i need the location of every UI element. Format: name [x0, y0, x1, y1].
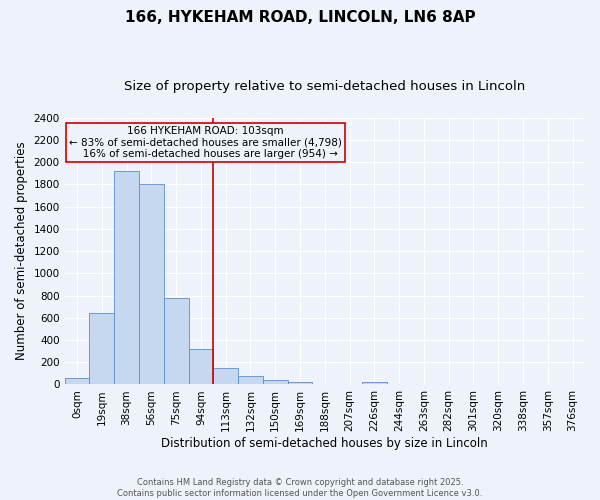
- Bar: [214, 368, 238, 384]
- Text: 166 HYKEHAM ROAD: 103sqm
← 83% of semi-detached houses are smaller (4,798)
   16: 166 HYKEHAM ROAD: 103sqm ← 83% of semi-d…: [69, 126, 341, 159]
- Bar: [238, 376, 263, 384]
- Bar: [362, 382, 387, 384]
- Text: Contains HM Land Registry data © Crown copyright and database right 2025.
Contai: Contains HM Land Registry data © Crown c…: [118, 478, 482, 498]
- Y-axis label: Number of semi-detached properties: Number of semi-detached properties: [15, 142, 28, 360]
- Bar: [164, 298, 188, 384]
- Title: Size of property relative to semi-detached houses in Lincoln: Size of property relative to semi-detach…: [124, 80, 526, 93]
- Text: 166, HYKEHAM ROAD, LINCOLN, LN6 8AP: 166, HYKEHAM ROAD, LINCOLN, LN6 8AP: [125, 10, 475, 25]
- Bar: [188, 349, 214, 384]
- Bar: [89, 314, 114, 384]
- Bar: [263, 380, 287, 384]
- Bar: [287, 382, 313, 384]
- Bar: [114, 171, 139, 384]
- Bar: [139, 184, 164, 384]
- X-axis label: Distribution of semi-detached houses by size in Lincoln: Distribution of semi-detached houses by …: [161, 437, 488, 450]
- Bar: [65, 378, 89, 384]
